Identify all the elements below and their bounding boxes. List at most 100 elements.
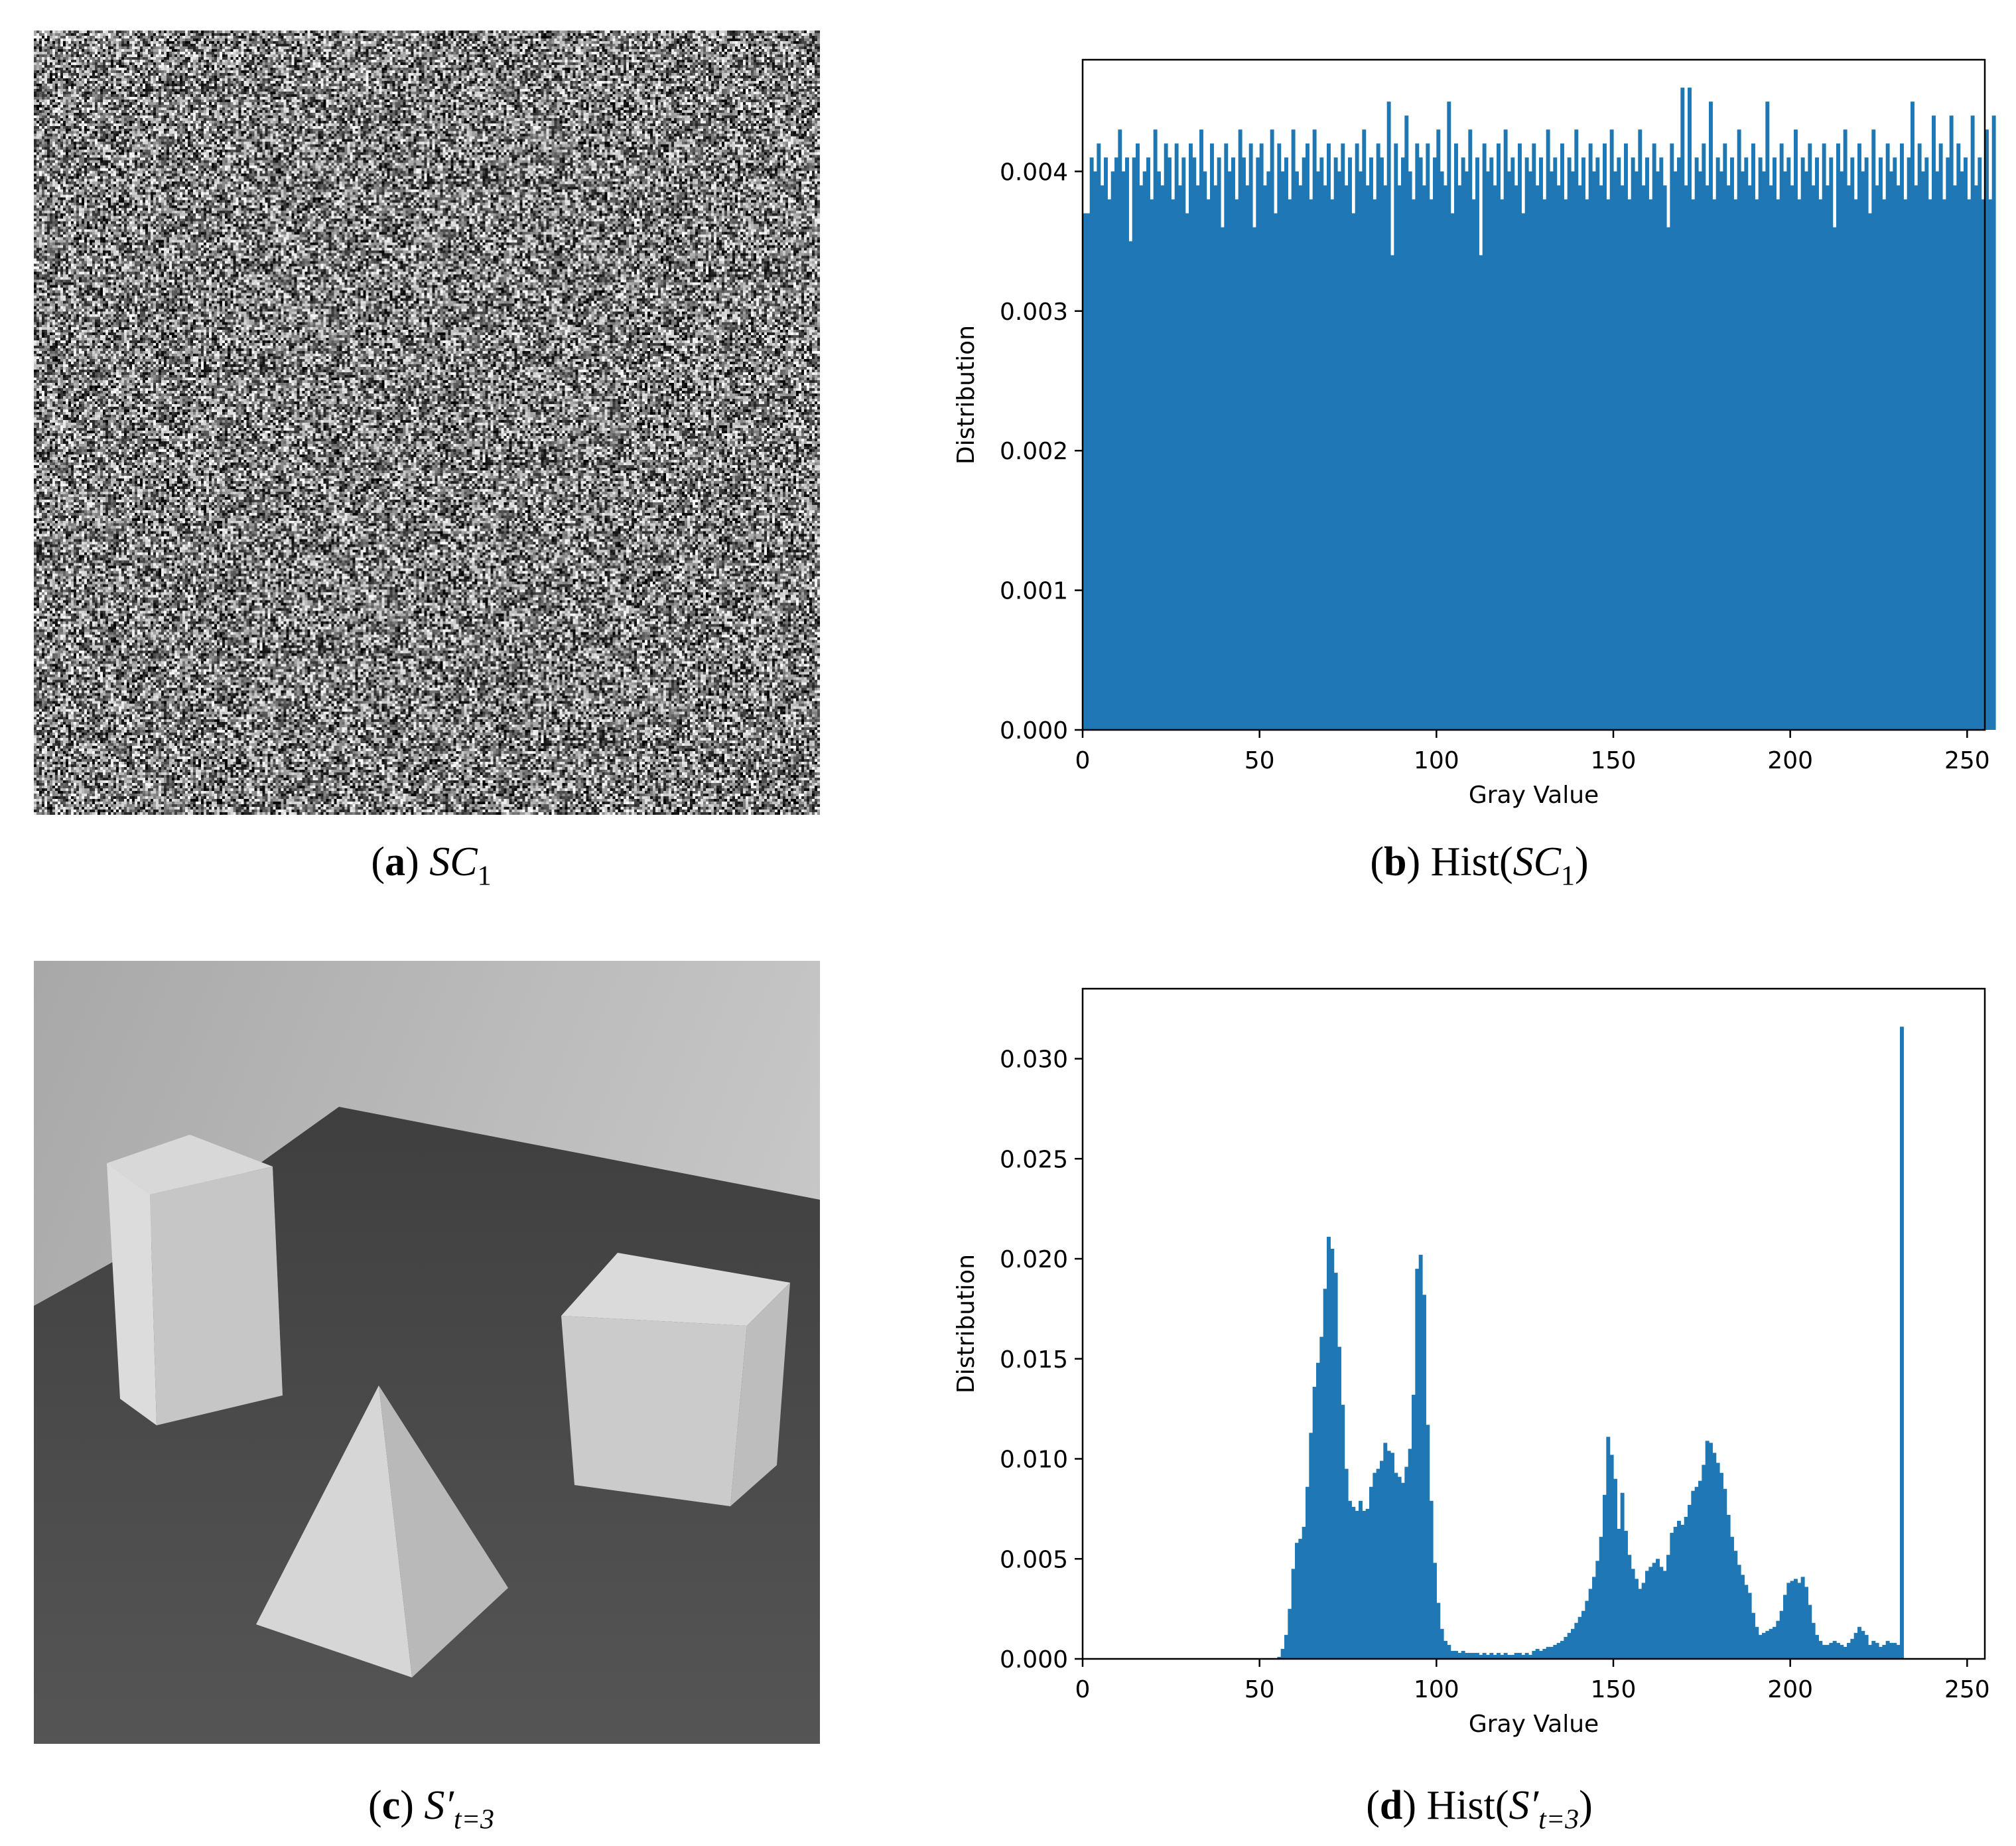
histogram-bar	[1500, 1654, 1505, 1659]
histogram-bar	[1762, 1632, 1766, 1659]
x-tick-label: 150	[1591, 1676, 1637, 1703]
histogram-bar	[1306, 143, 1310, 730]
histogram-bar	[1694, 157, 1699, 731]
histogram-bar	[1415, 1269, 1420, 1659]
histogram-bar	[1100, 185, 1105, 731]
histogram-bar	[1316, 171, 1320, 730]
histogram-bar	[1104, 157, 1108, 731]
histogram-bar	[1666, 1555, 1670, 1659]
histogram-bar	[1362, 1510, 1367, 1659]
histogram-bar	[1160, 185, 1165, 731]
histogram-bar	[1408, 1449, 1412, 1659]
histogram-bar	[1312, 1386, 1317, 1659]
histogram-bar	[1280, 1648, 1285, 1659]
histogram-bar	[1362, 129, 1367, 730]
histogram-bar	[1121, 171, 1126, 730]
histogram-bar	[1383, 185, 1388, 731]
histogram-bar	[1864, 1634, 1869, 1659]
histogram-bar	[1662, 185, 1667, 731]
histogram-bar	[1907, 157, 1911, 731]
histogram-bar	[1758, 157, 1763, 731]
histogram-bar	[1744, 157, 1749, 731]
histogram-bar	[1479, 1654, 1483, 1659]
histogram-bar	[1277, 1656, 1282, 1659]
histogram-bar	[1348, 1500, 1352, 1659]
x-tick-label: 200	[1767, 747, 1813, 774]
histogram-bar	[1911, 102, 1915, 731]
histogram-bar	[1542, 199, 1547, 730]
histogram-bar	[1673, 171, 1678, 730]
histogram-bar	[1762, 171, 1766, 730]
histogram-bar	[1359, 1500, 1363, 1659]
histogram-bar	[1524, 157, 1529, 731]
histogram-bar	[1380, 157, 1384, 731]
histogram-bar	[1928, 199, 1932, 730]
x-tick-label: 250	[1944, 1676, 1990, 1703]
histogram-bar	[1415, 143, 1420, 730]
histogram-bar	[1351, 1506, 1356, 1659]
histogram-bar	[1857, 1626, 1861, 1659]
histogram-bar	[1794, 1579, 1798, 1659]
histogram-bar	[1836, 143, 1840, 730]
histogram-bar	[1617, 1529, 1621, 1659]
histogram-bar	[1684, 185, 1688, 731]
histogram-bar	[1921, 171, 1925, 730]
histogram-bar	[1227, 171, 1232, 730]
y-tick-label: 0.010	[1000, 1447, 1068, 1474]
histogram-bar	[1546, 1646, 1550, 1659]
histogram-bar	[1691, 199, 1696, 730]
histogram-bar	[1956, 143, 1961, 730]
histogram-bar	[1471, 1652, 1476, 1659]
histogram-bar	[1853, 199, 1858, 730]
histogram-bar	[1733, 199, 1738, 730]
histogram-bar	[1192, 157, 1197, 731]
histogram-bar	[1613, 171, 1617, 730]
histogram-bar	[1641, 185, 1646, 731]
histogram-bar	[1093, 171, 1097, 730]
x-tick-label: 0	[1075, 1676, 1091, 1703]
histogram-bar	[1386, 102, 1391, 731]
histogram-bar	[1871, 129, 1876, 730]
histogram-bar	[1648, 199, 1653, 730]
plot-frame	[1081, 987, 1986, 1660]
histogram-bar	[1790, 185, 1794, 731]
histogram-bar	[1885, 143, 1890, 730]
histogram-bar	[1818, 1640, 1823, 1659]
histogram-bar	[1624, 143, 1628, 730]
histogram-bar	[1344, 185, 1349, 731]
histogram-bar	[1896, 185, 1901, 731]
histogram-bar	[1471, 199, 1476, 730]
x-tick-label: 150	[1591, 747, 1637, 774]
y-axis-label: Distribution	[953, 1254, 980, 1393]
histogram-bar	[1132, 157, 1136, 731]
histogram-bar	[1991, 115, 1996, 731]
histogram-bar	[1337, 171, 1341, 730]
histogram-bar	[1932, 115, 1936, 731]
histogram-bar	[1581, 1610, 1585, 1659]
histogram-bar	[1889, 1642, 1893, 1659]
histogram-bar	[1811, 185, 1816, 731]
histogram-bar	[1550, 1646, 1554, 1659]
histogram-bar	[1373, 1472, 1377, 1659]
histogram-bar	[1840, 1644, 1844, 1659]
histogram-bar	[1652, 1563, 1656, 1659]
x-tick-label: 100	[1414, 1676, 1459, 1703]
histogram-bar	[1426, 143, 1430, 730]
histogram-bar	[1970, 115, 1975, 731]
histogram-bar	[1677, 157, 1681, 731]
histogram-bar	[1571, 1628, 1575, 1659]
histogram-bar	[1497, 143, 1501, 730]
histogram-bar	[1730, 1537, 1734, 1659]
histogram-bar	[1843, 129, 1848, 730]
x-axis-label: Gray Value	[1469, 1711, 1599, 1738]
histogram-bar	[1089, 157, 1094, 731]
noise-image-sc1	[34, 31, 820, 815]
histogram-bar	[1804, 1587, 1808, 1659]
histogram-bar	[1617, 157, 1621, 731]
histogram-bar	[1871, 1640, 1876, 1659]
histogram-bar	[1783, 171, 1787, 730]
histogram-bar	[1797, 1583, 1802, 1659]
histogram-bar	[1153, 129, 1158, 730]
histogram-bar	[1978, 157, 1982, 731]
histogram-bar	[1390, 255, 1394, 731]
